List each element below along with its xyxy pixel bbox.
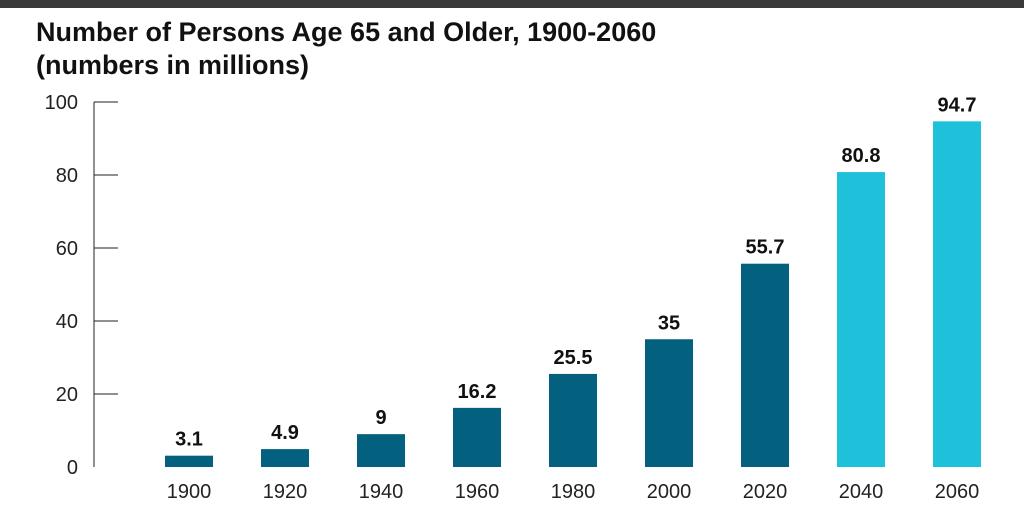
- y-tick-label: 100: [45, 92, 78, 114]
- y-tick-label: 0: [67, 457, 78, 479]
- bar-1900: [165, 455, 213, 467]
- data-label: 80.8: [842, 145, 881, 167]
- top-bar: [0, 0, 1024, 8]
- y-tick-label: 40: [56, 311, 78, 333]
- x-tick-label: 2060: [935, 481, 980, 503]
- x-tick-label: 1940: [359, 481, 404, 503]
- chart-title-line-2: (numbers in millions): [36, 50, 310, 80]
- x-tick-label: 2040: [839, 481, 884, 503]
- data-label: 4.9: [271, 422, 299, 444]
- bars: [165, 121, 981, 467]
- bar-1940: [357, 434, 405, 467]
- x-tick-label: 2020: [743, 481, 788, 503]
- data-label: 9: [375, 407, 386, 429]
- x-tick-label: 1980: [551, 481, 596, 503]
- data-label: 94.7: [938, 94, 977, 116]
- bar-2000: [645, 339, 693, 467]
- y-tick-label: 20: [56, 384, 78, 406]
- chart-title-line-1: Number of Persons Age 65 and Older, 1900…: [36, 17, 657, 47]
- x-tick-label: 1960: [455, 481, 500, 503]
- bar-2040: [837, 172, 885, 467]
- x-tick-label: 1920: [263, 481, 308, 503]
- bar-1980: [549, 373, 597, 467]
- x-tick-label: 2000: [647, 481, 692, 503]
- data-label: 55.7: [746, 237, 785, 259]
- bar-2060: [933, 121, 981, 467]
- chart-title: Number of Persons Age 65 and Older, 1900…: [36, 16, 656, 82]
- data-label: 3.1: [175, 429, 203, 451]
- data-label: 16.2: [458, 381, 497, 403]
- data-labels: 3.1 4.9 9 16.2 25.5 35 55.7 80.8 94.7: [175, 94, 976, 450]
- bar-1960: [453, 407, 501, 467]
- bar-2020: [741, 263, 789, 467]
- x-tick-label: 1900: [167, 481, 212, 503]
- data-label: 35: [658, 312, 680, 334]
- y-tick-label: 80: [56, 165, 78, 187]
- data-label: 25.5: [554, 347, 593, 369]
- y-tick-label: 60: [56, 238, 78, 260]
- bar-1920: [261, 449, 309, 467]
